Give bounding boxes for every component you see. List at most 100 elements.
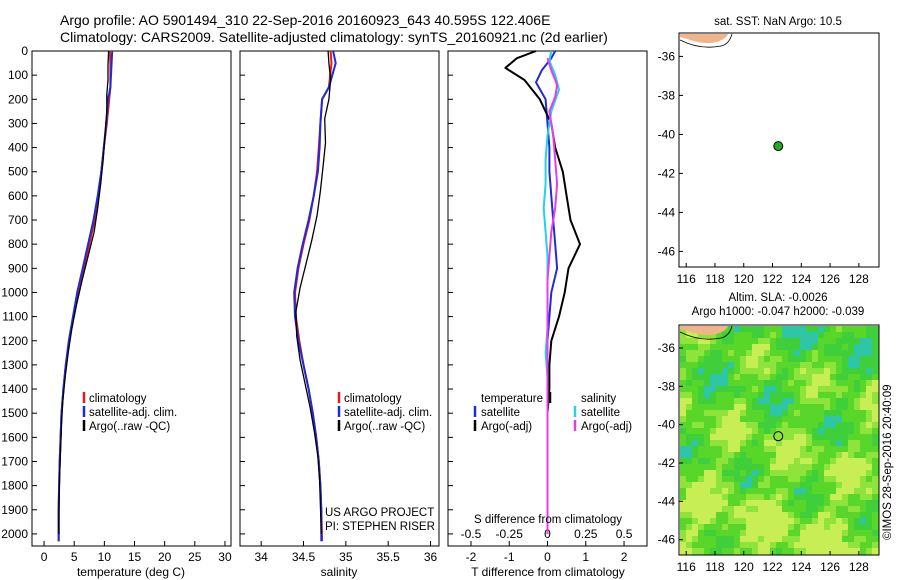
sla-cell <box>866 470 873 477</box>
sla-cell <box>794 440 801 447</box>
sla-cell <box>830 410 837 417</box>
sla-cell <box>758 494 765 501</box>
sla-cell <box>686 476 693 483</box>
sla-cell <box>818 500 825 507</box>
sla-cell <box>698 536 705 543</box>
sla-cell <box>752 374 759 381</box>
sla-cell <box>872 344 879 351</box>
sla-cell <box>740 434 747 441</box>
difference-profile-panel: -2 -1 0 1 2 -0.5 -0.25 0 0.25 0.5 temperature sa… <box>447 50 648 579</box>
sla-cell <box>692 482 699 489</box>
sla-cell <box>710 500 717 507</box>
salinity-xlabel: salinity <box>321 565 358 579</box>
sla-cell <box>704 398 711 405</box>
sla-cell <box>812 440 819 447</box>
sla-cell <box>704 524 711 531</box>
sla-cell <box>692 380 699 387</box>
sla-cell <box>686 362 693 369</box>
sla-cell <box>692 434 699 441</box>
sla-cell <box>794 494 801 501</box>
sla-cell <box>722 410 729 417</box>
sla-cell <box>824 386 831 393</box>
sla-cell <box>806 452 813 459</box>
sla-cell <box>752 368 759 375</box>
sla-cell <box>830 326 837 333</box>
sla-cell <box>698 368 705 375</box>
sla-cell <box>800 506 807 513</box>
sla-cell <box>734 362 741 369</box>
sla-map-land <box>680 326 728 335</box>
sla-cell <box>836 326 843 333</box>
sla-cell <box>728 500 735 507</box>
latitude-tick-label: -38 <box>658 88 676 102</box>
sla-cell <box>842 512 849 519</box>
sla-cell <box>680 542 687 549</box>
sla-cell <box>752 530 759 537</box>
sla-cell <box>854 386 861 393</box>
sla-cell <box>722 464 729 471</box>
sla-cell <box>704 434 711 441</box>
sla-cell <box>770 368 777 375</box>
sla-cell <box>788 482 795 489</box>
sla-cell <box>716 374 723 381</box>
sla-cell <box>764 464 771 471</box>
sla-cell <box>872 434 879 441</box>
sla-cell <box>866 488 873 495</box>
pi-annotation: PI: STEPHEN RISER <box>325 521 435 533</box>
sla-cell <box>866 398 873 405</box>
sla-cell <box>770 434 777 441</box>
sla-cell <box>686 512 693 519</box>
sla-cell <box>740 422 747 429</box>
sla-cell <box>800 488 807 495</box>
sla-cell <box>752 356 759 363</box>
sla-cell <box>722 380 729 387</box>
sla-cell <box>692 476 699 483</box>
sla-cell <box>758 332 765 339</box>
sla-cell <box>782 326 789 333</box>
sla-cell <box>830 500 837 507</box>
sla-cell <box>806 446 813 453</box>
sla-cell <box>842 368 849 375</box>
sla-cell <box>752 470 759 477</box>
sla-cell <box>764 548 771 555</box>
sla-cell <box>686 542 693 549</box>
sla-cell <box>854 440 861 447</box>
sla-cell <box>776 500 783 507</box>
sla-cell <box>716 458 723 465</box>
sla-cell <box>692 368 699 375</box>
sla-cell <box>770 356 777 363</box>
sla-cell <box>782 548 789 555</box>
sla-cell <box>776 476 783 483</box>
sla-cell <box>854 422 861 429</box>
sla-cell <box>818 362 825 369</box>
sla-cell <box>866 536 873 543</box>
sla-cell <box>758 344 765 351</box>
legend-temperature-title: temperature <box>481 393 543 405</box>
salinity-profile-panel: 34 34.5 35 35.5 36 climatology satellite-adj… <box>239 50 440 579</box>
sla-cell <box>848 506 855 513</box>
sla-cell <box>872 350 879 357</box>
sla-cell <box>866 476 873 483</box>
sla-cell <box>866 404 873 411</box>
sla-cell <box>848 410 855 417</box>
sla-cell <box>680 488 687 495</box>
sla-cell <box>752 542 759 549</box>
sla-cell <box>686 458 693 465</box>
sla-cell <box>854 458 861 465</box>
salinity-legend-argo: Argo(..raw -QC) <box>344 421 425 433</box>
sla-cell <box>764 434 771 441</box>
sla-cell <box>842 452 849 459</box>
sla-cell <box>836 416 843 423</box>
sla-cell <box>716 416 723 423</box>
sla-cell <box>710 470 717 477</box>
sla-cell <box>758 392 765 399</box>
sla-cell <box>710 440 717 447</box>
sla-cell <box>728 548 735 555</box>
sla-cell <box>740 530 747 537</box>
sla-cell <box>866 542 873 549</box>
temperature-plot-frame <box>31 50 232 547</box>
sla-cell <box>806 356 813 363</box>
sla-cell <box>794 434 801 441</box>
sla-cell <box>698 530 705 537</box>
sla-cell <box>776 524 783 531</box>
